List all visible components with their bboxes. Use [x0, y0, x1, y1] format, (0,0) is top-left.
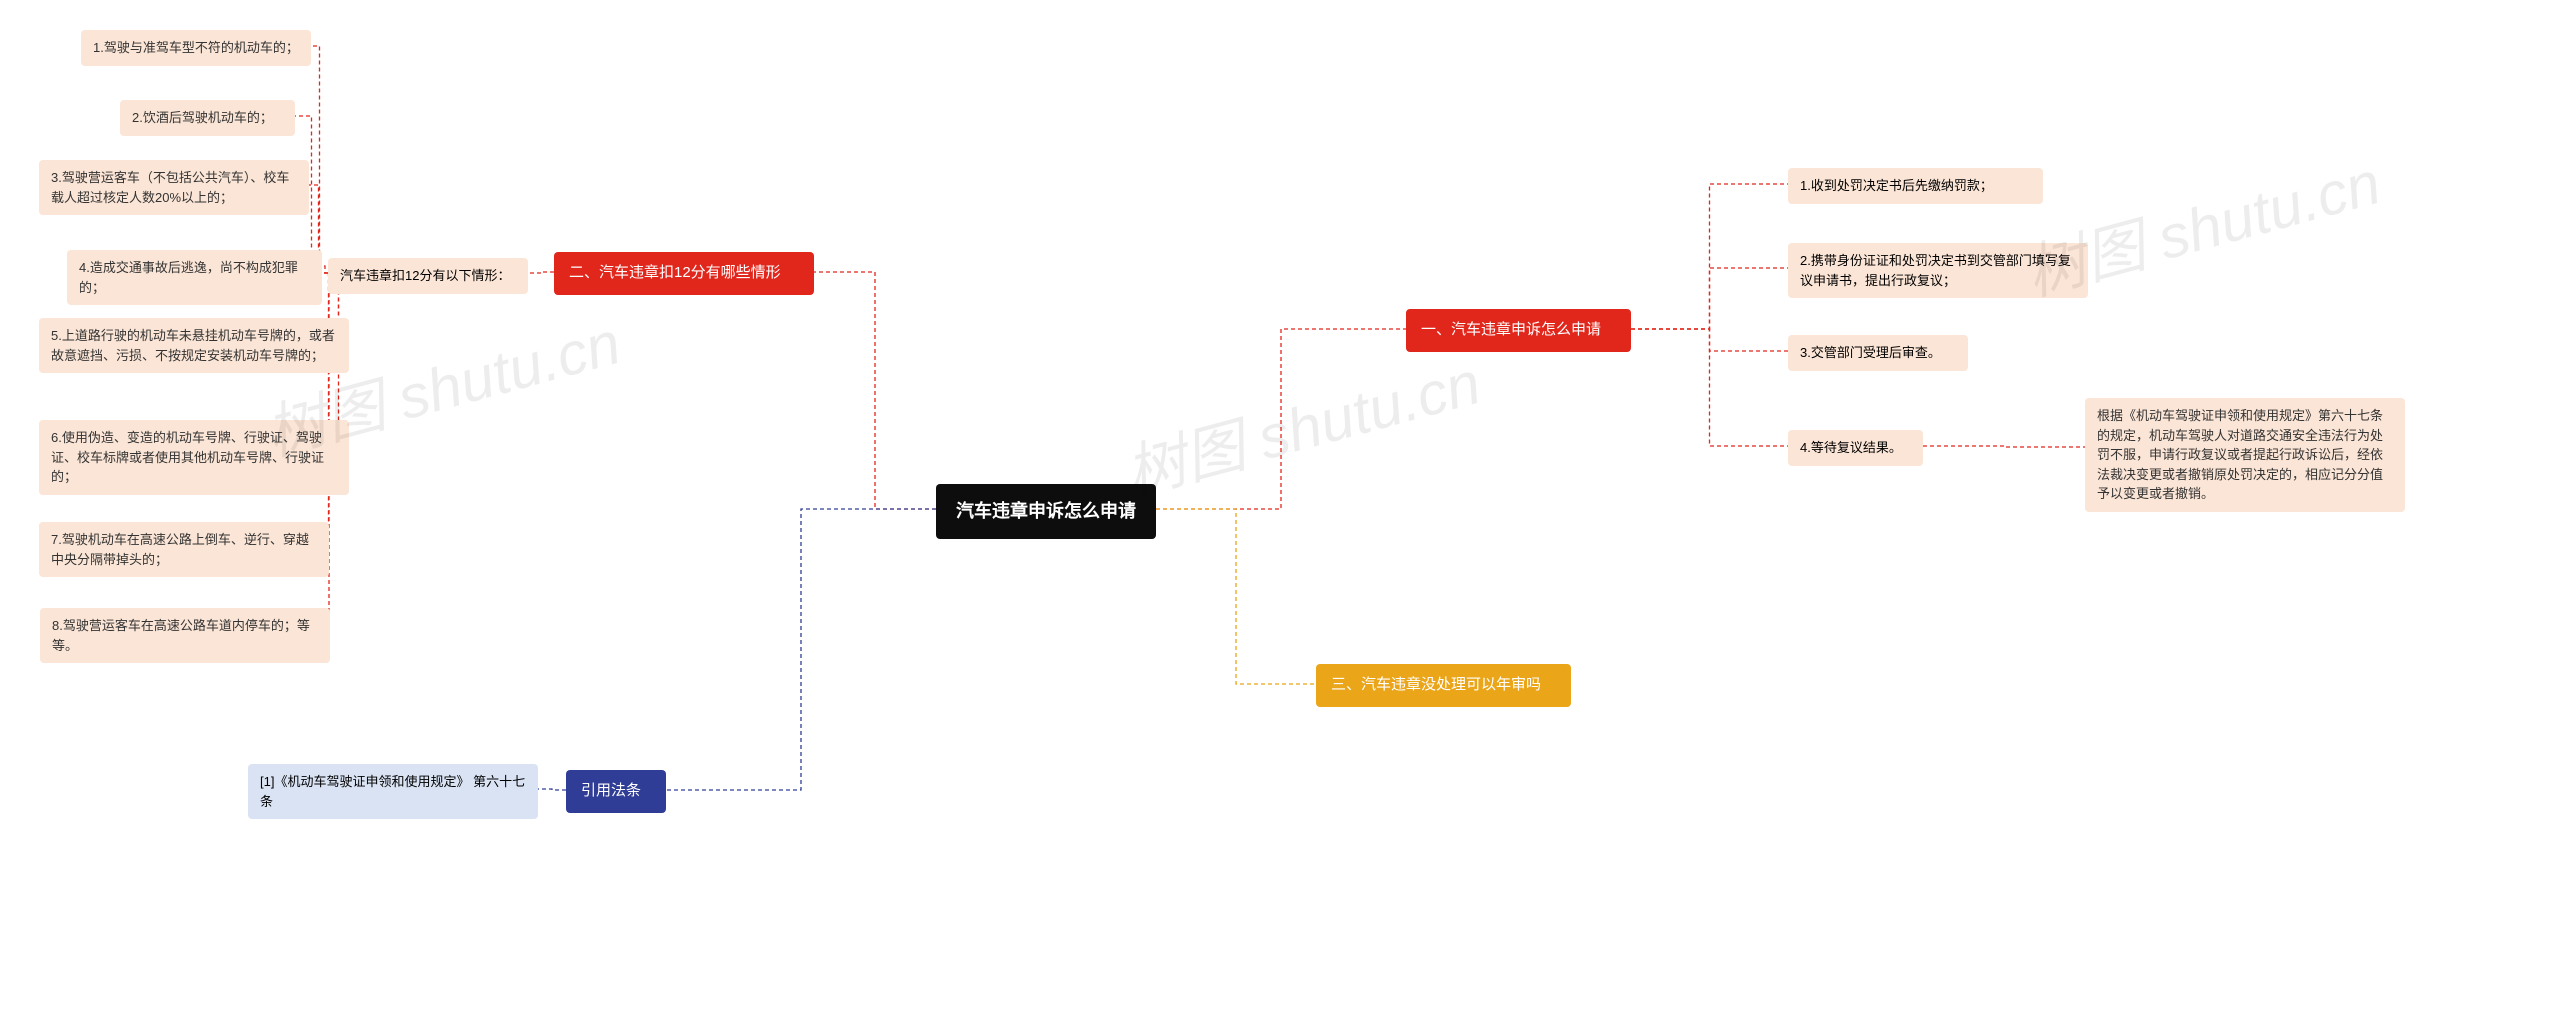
leaf-node-label: 汽车违章扣12分有以下情形： [340, 266, 516, 286]
connector-lines [0, 0, 2560, 1036]
leaf-node-label: 6.使用伪造、变造的机动车号牌、行驶证、驾驶证、校车标牌或者使用其他机动车号牌、… [51, 428, 337, 487]
leaf-node-label: 4.等待复议结果。 [1800, 438, 1911, 458]
leaf-node-label: 3.驾驶营运客车（不包括公共汽车）、校车载人超过核定人数20%以上的； [51, 168, 297, 207]
leaf-node[interactable]: 1.驾驶与准驾车型不符的机动车的； [81, 30, 311, 66]
branch-node-b4-label: 引用法条 [581, 780, 651, 803]
root-node[interactable]: 汽车违章申诉怎么申请 [936, 484, 1156, 539]
leaf-node[interactable]: 7.驾驶机动车在高速公路上倒车、逆行、穿越中央分隔带掉头的； [39, 522, 329, 577]
leaf-node-label: 4.造成交通事故后逃逸，尚不构成犯罪的； [79, 258, 310, 297]
leaf-node[interactable]: 4.造成交通事故后逃逸，尚不构成犯罪的； [67, 250, 322, 305]
leaf-node[interactable]: [1]《机动车驾驶证申领和使用规定》 第六十七条 [248, 764, 538, 819]
leaf-node-label: 2.携带身份证证和处罚决定书到交管部门填写复议申请书，提出行政复议； [1800, 251, 2076, 290]
branch-node-b3[interactable]: 三、汽车违章没处理可以年审吗 [1316, 664, 1571, 707]
leaf-node-label: 根据《机动车驾驶证申领和使用规定》第六十七条的规定，机动车驾驶人对道路交通安全违… [2097, 406, 2393, 504]
leaf-node-label: 5.上道路行驶的机动车未悬挂机动车号牌的，或者故意遮挡、污损、不按规定安装机动车… [51, 326, 337, 365]
leaf-node[interactable]: 4.等待复议结果。 [1788, 430, 1923, 466]
leaf-node[interactable]: 3.交管部门受理后审查。 [1788, 335, 1968, 371]
leaf-node[interactable]: 根据《机动车驾驶证申领和使用规定》第六十七条的规定，机动车驾驶人对道路交通安全违… [2085, 398, 2405, 512]
leaf-node[interactable]: 8.驾驶营运客车在高速公路车道内停车的；等等。 [40, 608, 330, 663]
leaf-node-label: 1.驾驶与准驾车型不符的机动车的； [93, 38, 299, 58]
leaf-node[interactable]: 2.饮酒后驾驶机动车的； [120, 100, 295, 136]
branch-node-b2-label: 二、汽车违章扣12分有哪些情形 [569, 262, 799, 285]
leaf-node[interactable]: 3.驾驶营运客车（不包括公共汽车）、校车载人超过核定人数20%以上的； [39, 160, 309, 215]
mindmap-container: 汽车违章申诉怎么申请 一、汽车违章申诉怎么申请 1.收到处罚决定书后先缴纳罚款； 2.… [0, 0, 2560, 1036]
leaf-node-label: 2.饮酒后驾驶机动车的； [132, 108, 283, 128]
root-node-label: 汽车违章申诉怎么申请 [956, 498, 1136, 525]
branch-node-b1-label: 一、汽车违章申诉怎么申请 [1421, 319, 1616, 342]
leaf-node-label: 1.收到处罚决定书后先缴纳罚款； [1800, 176, 2031, 196]
leaf-node-label: 8.驾驶营运客车在高速公路车道内停车的；等等。 [52, 616, 318, 655]
leaf-node[interactable]: 6.使用伪造、变造的机动车号牌、行驶证、驾驶证、校车标牌或者使用其他机动车号牌、… [39, 420, 349, 495]
branch-node-b1[interactable]: 一、汽车违章申诉怎么申请 [1406, 309, 1631, 352]
leaf-node[interactable]: 2.携带身份证证和处罚决定书到交管部门填写复议申请书，提出行政复议； [1788, 243, 2088, 298]
leaf-node[interactable]: 5.上道路行驶的机动车未悬挂机动车号牌的，或者故意遮挡、污损、不按规定安装机动车… [39, 318, 349, 373]
leaf-node-label: [1]《机动车驾驶证申领和使用规定》 第六十七条 [260, 772, 526, 811]
branch-node-b2[interactable]: 二、汽车违章扣12分有哪些情形 [554, 252, 814, 295]
leaf-node-label: 3.交管部门受理后审查。 [1800, 343, 1956, 363]
branch-node-b4[interactable]: 引用法条 [566, 770, 666, 813]
branch-node-b3-label: 三、汽车违章没处理可以年审吗 [1331, 674, 1556, 697]
leaf-node[interactable]: 汽车违章扣12分有以下情形： [328, 258, 528, 294]
leaf-node[interactable]: 1.收到处罚决定书后先缴纳罚款； [1788, 168, 2043, 204]
leaf-node-label: 7.驾驶机动车在高速公路上倒车、逆行、穿越中央分隔带掉头的； [51, 530, 317, 569]
